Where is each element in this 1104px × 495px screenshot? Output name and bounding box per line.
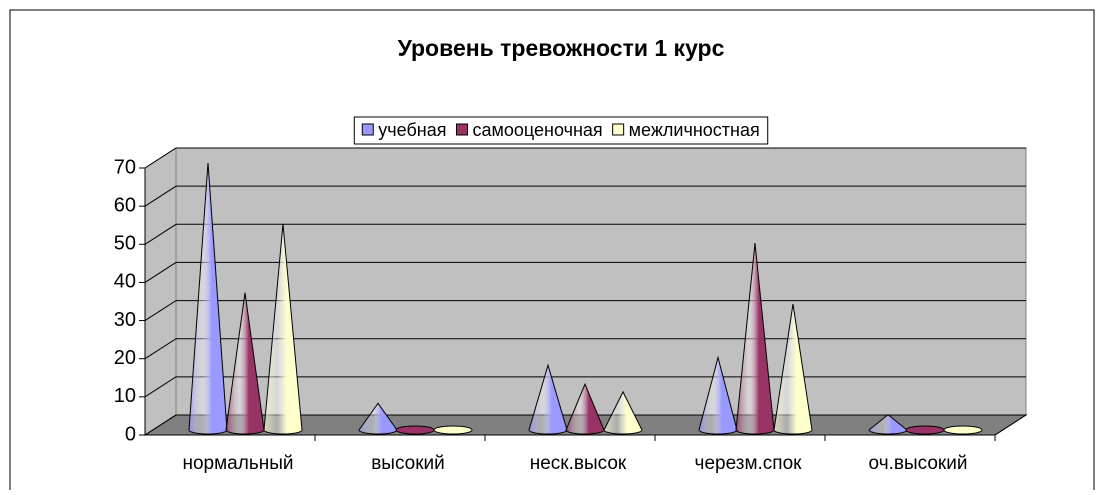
y-tick-label: 60 (114, 194, 136, 216)
back-wall (175, 147, 1027, 416)
grid-line (144, 185, 1026, 207)
cone (773, 304, 813, 435)
legend-label: межличностная (629, 120, 760, 140)
cone (565, 382, 605, 435)
y-tick-label: 30 (114, 309, 136, 331)
chart-title: Уровень тревожности 1 курс (398, 35, 725, 61)
grid-line (144, 261, 1026, 283)
legend-label: самооценочная (472, 120, 602, 140)
y-tick-label: 20 (114, 347, 136, 369)
cone (433, 425, 473, 435)
x-tick-label: нормальный (182, 453, 293, 474)
cone (905, 425, 945, 435)
cone (225, 292, 265, 435)
y-tick-label: 10 (114, 385, 136, 407)
frame (9, 9, 1095, 490)
legend-swatch (612, 123, 625, 136)
y-tick-label: 50 (114, 233, 136, 255)
cone (735, 243, 775, 435)
y-tick-label: 0 (125, 423, 136, 445)
legend-swatch (361, 123, 374, 136)
grid-line (144, 147, 1026, 169)
grid-line (144, 300, 1026, 321)
y-tick-label: 40 (114, 271, 136, 293)
cone (943, 425, 983, 435)
cone (263, 223, 303, 435)
legend-swatch (455, 123, 468, 136)
legend-label: учебная (378, 120, 446, 140)
side-wall (144, 147, 177, 436)
x-axis-depth (994, 414, 1027, 436)
legend (353, 116, 769, 145)
y-tick-label: 70 (114, 156, 136, 178)
grid-line (144, 338, 1026, 360)
cone (603, 390, 643, 435)
x-tick-label: высокий (371, 453, 445, 474)
x-tick-label: черезм.спок (695, 453, 803, 474)
grid-line (144, 223, 1026, 245)
x-tick-label: оч.высокий (869, 453, 968, 474)
cone (395, 425, 435, 435)
x-tick-label: неск.высок (530, 453, 627, 474)
